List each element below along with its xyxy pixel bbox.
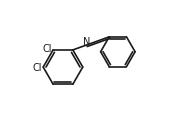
Text: Cl: Cl [42,44,52,54]
Text: N: N [83,37,91,47]
Text: Cl: Cl [32,63,42,73]
